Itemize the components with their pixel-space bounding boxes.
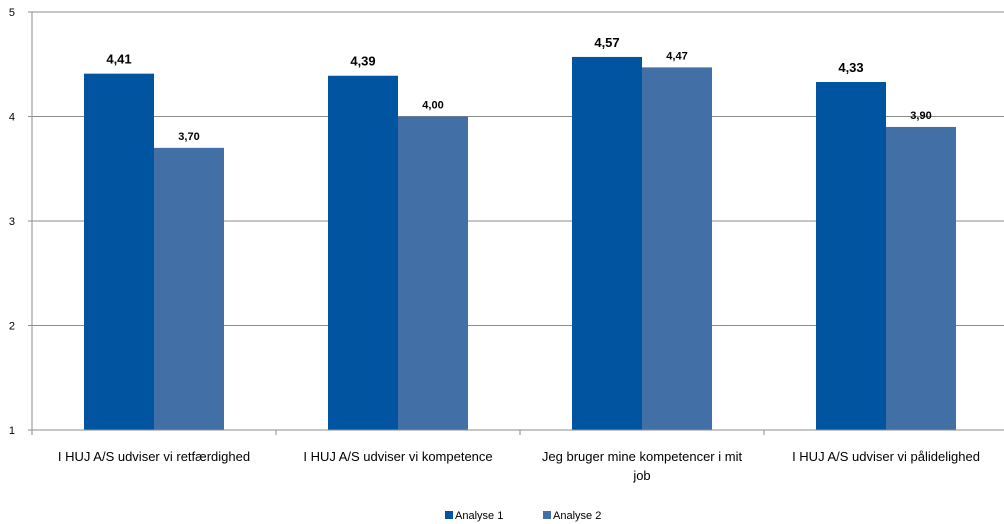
bar-analyse-2 (154, 147, 224, 430)
legend-label: Analyse 2 (553, 510, 601, 522)
data-label: 4,33 (838, 60, 863, 75)
bar-analyse-2 (886, 126, 956, 430)
bar-analyse-1 (816, 82, 886, 430)
y-tick-label: 5 (9, 7, 15, 19)
axes: 1 2 3 4 5 I HUJ A/S udviser vi retfærdighed I … (9, 7, 1004, 483)
x-tick-label: Jeg bruger mine kompetencer i mit (542, 449, 743, 464)
data-label: 4,41 (106, 52, 131, 67)
data-label: 3,90 (910, 110, 931, 122)
bars (84, 56, 956, 431)
legend: Analyse 1 Analyse 2 (445, 510, 601, 522)
bar-analyse-1 (328, 75, 398, 431)
x-tick-label: I HUJ A/S udviser vi kompetence (303, 449, 492, 464)
bar-analyse-1 (572, 56, 642, 431)
legend-label: Analyse 1 (455, 510, 503, 522)
bar-analyse-2 (642, 67, 712, 430)
data-label: 4,57 (594, 35, 619, 50)
bar-analyse-1 (84, 73, 154, 430)
data-label: 4,00 (422, 100, 443, 112)
bar-analyse-2 (398, 116, 468, 430)
legend-swatch (543, 511, 551, 519)
legend-swatch (445, 511, 453, 519)
x-tick-label: I HUJ A/S udviser vi retfærdighed (58, 449, 250, 464)
y-tick-label: 1 (9, 425, 15, 437)
data-labels: 4,41 3,70 4,39 4,00 4,57 4,47 4,33 3,90 (106, 35, 931, 143)
x-tick-label: I HUJ A/S udviser vi pålidelighed (792, 449, 980, 464)
data-label: 4,39 (350, 54, 375, 69)
y-tick-label: 2 (9, 321, 15, 333)
y-tick-label: 4 (9, 112, 15, 124)
data-label: 4,47 (666, 50, 687, 62)
data-label: 3,70 (178, 131, 199, 143)
y-tick-label: 3 (9, 216, 15, 228)
x-tick-label: job (632, 468, 650, 483)
